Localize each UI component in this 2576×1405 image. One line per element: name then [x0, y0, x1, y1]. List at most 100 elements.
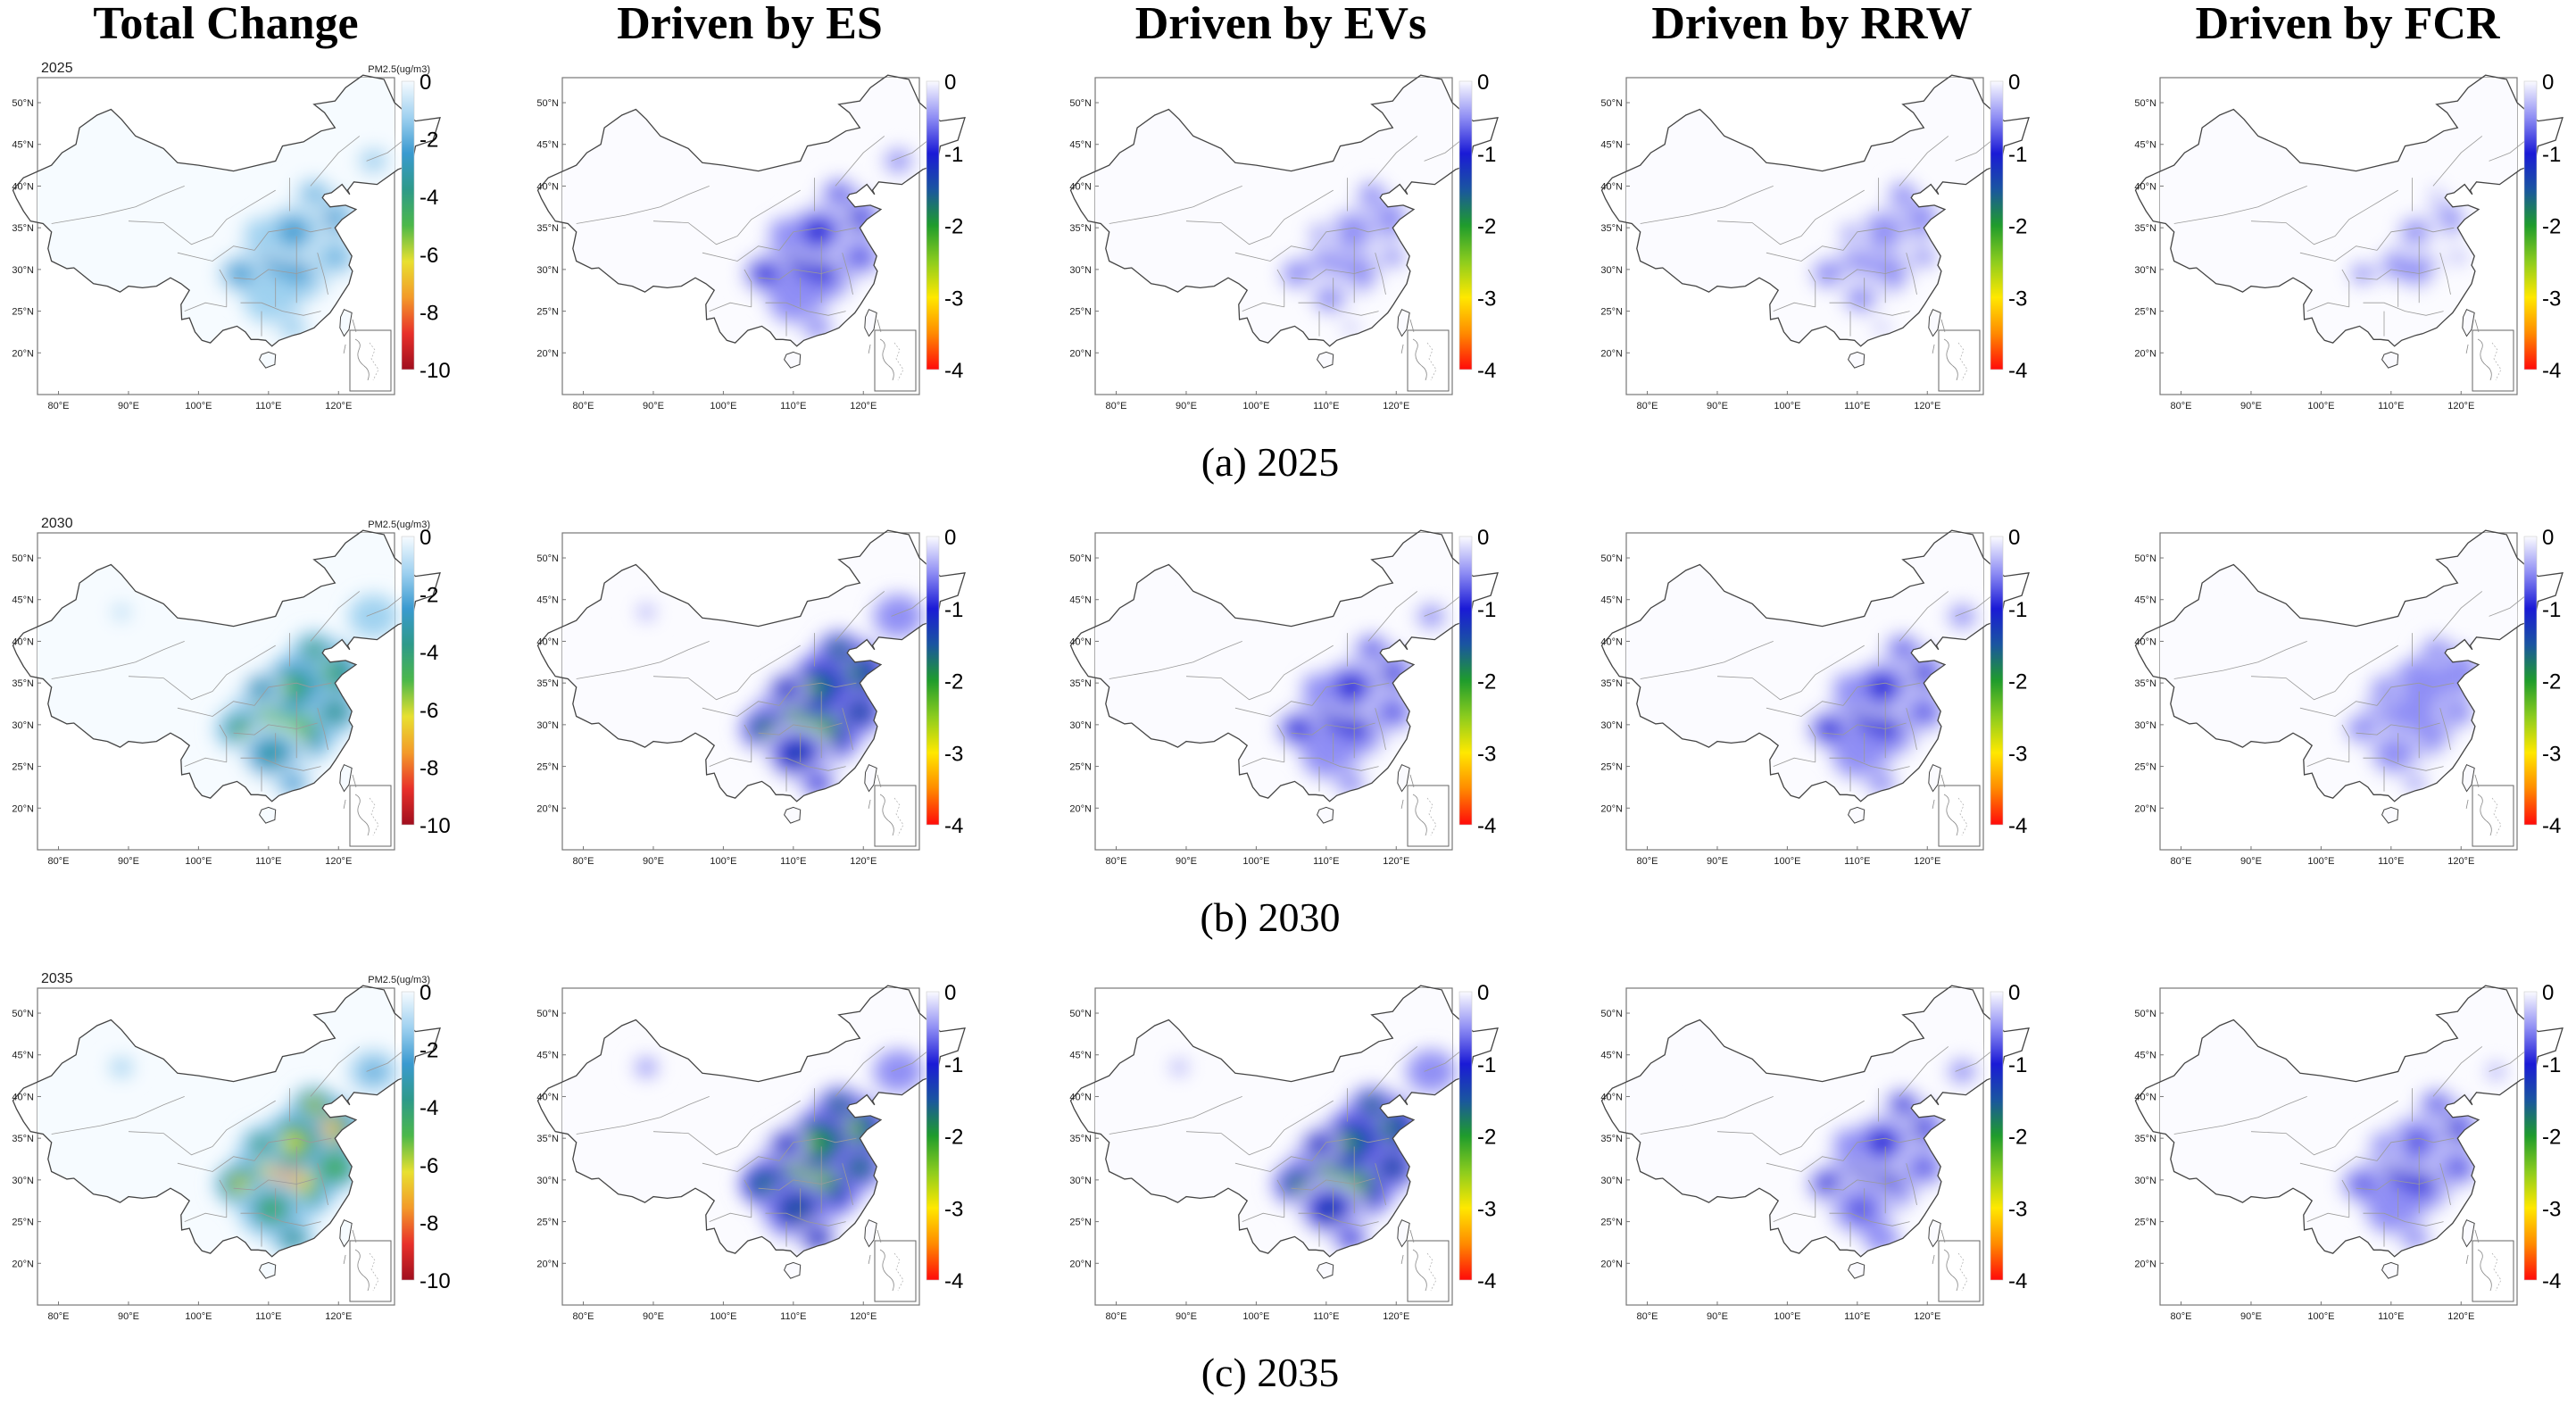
latitude-label: 50°N — [1600, 1009, 1623, 1019]
pm25-hotspot — [757, 721, 774, 736]
longitude-label: 110°E — [780, 856, 806, 867]
pm25-hotspot — [2405, 1133, 2427, 1152]
latitude-label: 20°N — [1600, 1259, 1623, 1269]
longitude-label: 80°E — [2171, 1311, 2192, 1322]
longitude-label: 100°E — [2307, 401, 2334, 412]
colorbar-tick-label: -1 — [2542, 598, 2561, 622]
map-svg: 50°N 45°N 40°N 35°N 30°N 25°N 20°N 80°E 90°E 100°… — [536, 981, 966, 1322]
colorbar-tick-label: -3 — [944, 742, 963, 766]
longitude-label: 110°E — [2378, 856, 2404, 867]
map-panel-2035-4: 50°N 45°N 40°N 35°N 30°N 25°N 20°N 80°E 90°E 100°… — [1589, 969, 2035, 1343]
pm25-hotspot — [807, 1133, 829, 1152]
latitude-label: 45°N — [2134, 140, 2156, 151]
row-caption-2025: (a) 2025 — [1201, 439, 1340, 485]
longitude-label: 100°E — [1242, 401, 1269, 412]
latitude-label: 20°N — [2134, 348, 2156, 359]
south-china-sea-inset — [1407, 1240, 1450, 1302]
province-boundaries — [51, 591, 409, 792]
pm25-hotspot — [852, 250, 868, 264]
pm25-hotspot — [261, 289, 283, 308]
china-outline — [2134, 529, 2564, 802]
pm25-hotspot — [363, 153, 384, 170]
pm25-hotspot — [307, 188, 321, 201]
pm25-hotspot — [2377, 683, 2391, 695]
province-boundaries — [1640, 591, 1998, 792]
colorbar-tick-label: -2 — [420, 129, 438, 153]
pm25-hotspot — [2355, 266, 2372, 281]
pm25-hotspot — [261, 744, 283, 763]
pm25-hotspot — [1365, 188, 1379, 201]
latitude-label: 20°N — [1069, 1259, 1092, 1269]
column-title-driven-by-rrw: Driven by RRW — [1651, 0, 1973, 49]
colorbar-tick-label: -6 — [420, 244, 438, 268]
colorbar-tick-label: -2 — [2542, 670, 2561, 694]
latitude-label: 40°N — [1600, 181, 1623, 192]
pm25-hotspot — [779, 228, 794, 240]
longitude-label: 90°E — [1176, 856, 1197, 867]
longitude-label: 110°E — [780, 401, 806, 412]
map-svg: 50°N 45°N 40°N 35°N 30°N 25°N 20°N 80°E 90°E 100°… — [536, 71, 966, 412]
colorbar-unit-label: PM2.5(ug/m3) — [368, 64, 430, 75]
province-boundaries — [1640, 136, 1998, 337]
latitude-label: 30°N — [1069, 265, 1092, 276]
pm25-hotspot — [1843, 1138, 1857, 1151]
pm25-hotspot — [1915, 705, 1932, 719]
pm25-hotspot — [785, 289, 808, 308]
pm25-hotspot — [116, 607, 128, 617]
pm25-hotspot — [757, 266, 774, 281]
colorbar-tick-label: -2 — [1477, 1126, 1496, 1150]
latitude-label: 25°N — [12, 1218, 34, 1228]
pm25-hotspot — [232, 721, 249, 736]
pm25-hotspot — [2377, 1138, 2391, 1151]
longitude-label: 110°E — [780, 1311, 806, 1322]
latitude-label: 50°N — [1069, 98, 1092, 109]
colorbar-tick-label: -2 — [1477, 670, 1496, 694]
longitude-label: 90°E — [118, 856, 139, 867]
panel-year-label: 2025 — [41, 61, 73, 76]
pm25-hotspot — [1874, 1232, 1889, 1244]
china-outline — [12, 529, 441, 802]
pm25-hotspot — [327, 250, 344, 264]
south-china-sea-inset — [349, 329, 392, 392]
latitude-label: 35°N — [2134, 678, 2156, 689]
longitude-label: 80°E — [48, 401, 70, 412]
colorbar-tick-label: 0 — [1477, 526, 1489, 550]
pm25-hotspot — [1325, 250, 1362, 281]
south-china-sea-inset — [2472, 785, 2514, 847]
pm25-hotspot — [1421, 1063, 1442, 1080]
pm25-hotspot — [327, 1160, 344, 1175]
longitude-label: 80°E — [573, 1311, 594, 1322]
pm25-hotspot — [2355, 721, 2372, 736]
colorbar-tick-label: 0 — [2542, 71, 2554, 95]
colorbar: 0 -1 -2 -3 -4 — [1990, 526, 2027, 838]
pm25-hotspot — [1843, 228, 1857, 240]
longitude-label: 80°E — [1106, 1311, 1127, 1322]
colorbar-tick-label: -2 — [944, 1126, 963, 1150]
colorbar-tick-label: -2 — [2542, 215, 2561, 239]
latitude-label: 30°N — [2134, 720, 2156, 731]
longitude-label: 120°E — [2447, 401, 2474, 412]
latitude-label: 30°N — [1600, 265, 1623, 276]
pm25-hotspot — [2405, 678, 2427, 697]
latitude-label: 40°N — [1069, 636, 1092, 647]
pm25-hotspot — [1343, 321, 1358, 334]
pm25-hotspot — [1340, 678, 1362, 697]
latitude-label: 40°N — [1069, 1092, 1092, 1102]
pm25-hotspot — [1952, 153, 1973, 170]
latitude-label: 45°N — [2134, 595, 2156, 606]
latitude-label: 45°N — [1069, 140, 1092, 151]
pm25-hotspot — [1174, 1062, 1185, 1072]
pm25-hotspot — [810, 1232, 825, 1244]
colorbar-tick-label: -1 — [944, 598, 963, 622]
colorbar-tick-label: -1 — [2008, 1053, 2027, 1077]
longitude-label: 80°E — [1106, 401, 1127, 412]
map-panel-2035-5: 50°N 45°N 40°N 35°N 30°N 25°N 20°N 80°E 90°E 100°… — [2123, 969, 2569, 1343]
colorbar-tick-label: 0 — [2008, 526, 2020, 550]
latitude-label: 40°N — [12, 1092, 34, 1102]
longitude-label: 110°E — [1844, 401, 1870, 412]
panel-year-label: 2030 — [41, 516, 73, 531]
colorbar: 0 -2 -4 -6 -8 -10 — [401, 981, 451, 1293]
longitude-label: 100°E — [185, 1311, 212, 1322]
pm25-hotspot — [1952, 1063, 1973, 1080]
pm25-hotspot — [327, 705, 344, 719]
